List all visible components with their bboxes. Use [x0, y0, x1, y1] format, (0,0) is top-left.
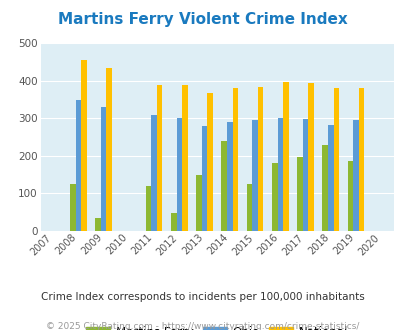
Text: © 2025 CityRating.com - https://www.cityrating.com/crime-statistics/: © 2025 CityRating.com - https://www.city… [46, 322, 359, 330]
Bar [182, 85, 187, 231]
Legend: Martins Ferry, Ohio, National: Martins Ferry, Ohio, National [81, 321, 352, 330]
Bar [171, 213, 176, 231]
Bar [333, 88, 338, 231]
Bar [352, 120, 358, 231]
Bar [221, 142, 226, 231]
Bar [151, 115, 156, 231]
Bar [201, 126, 207, 231]
Bar [81, 60, 87, 231]
Bar [252, 120, 257, 231]
Bar [257, 87, 263, 231]
Text: Martins Ferry Violent Crime Index: Martins Ferry Violent Crime Index [58, 12, 347, 26]
Bar [226, 122, 232, 231]
Bar [296, 157, 302, 231]
Bar [246, 184, 252, 231]
Bar [70, 184, 75, 231]
Bar [75, 100, 81, 231]
Bar [322, 145, 327, 231]
Bar [282, 82, 288, 231]
Bar [101, 107, 106, 231]
Bar [347, 161, 352, 231]
Bar [95, 218, 101, 231]
Bar [106, 69, 112, 231]
Bar [358, 88, 363, 231]
Bar [232, 88, 238, 231]
Bar [145, 186, 151, 231]
Bar [277, 118, 282, 231]
Bar [156, 85, 162, 231]
Bar [207, 93, 212, 231]
Bar [176, 118, 182, 231]
Bar [196, 175, 201, 231]
Bar [307, 83, 313, 231]
Bar [302, 119, 307, 231]
Bar [327, 125, 333, 231]
Bar [271, 163, 277, 231]
Text: Crime Index corresponds to incidents per 100,000 inhabitants: Crime Index corresponds to incidents per… [41, 292, 364, 302]
